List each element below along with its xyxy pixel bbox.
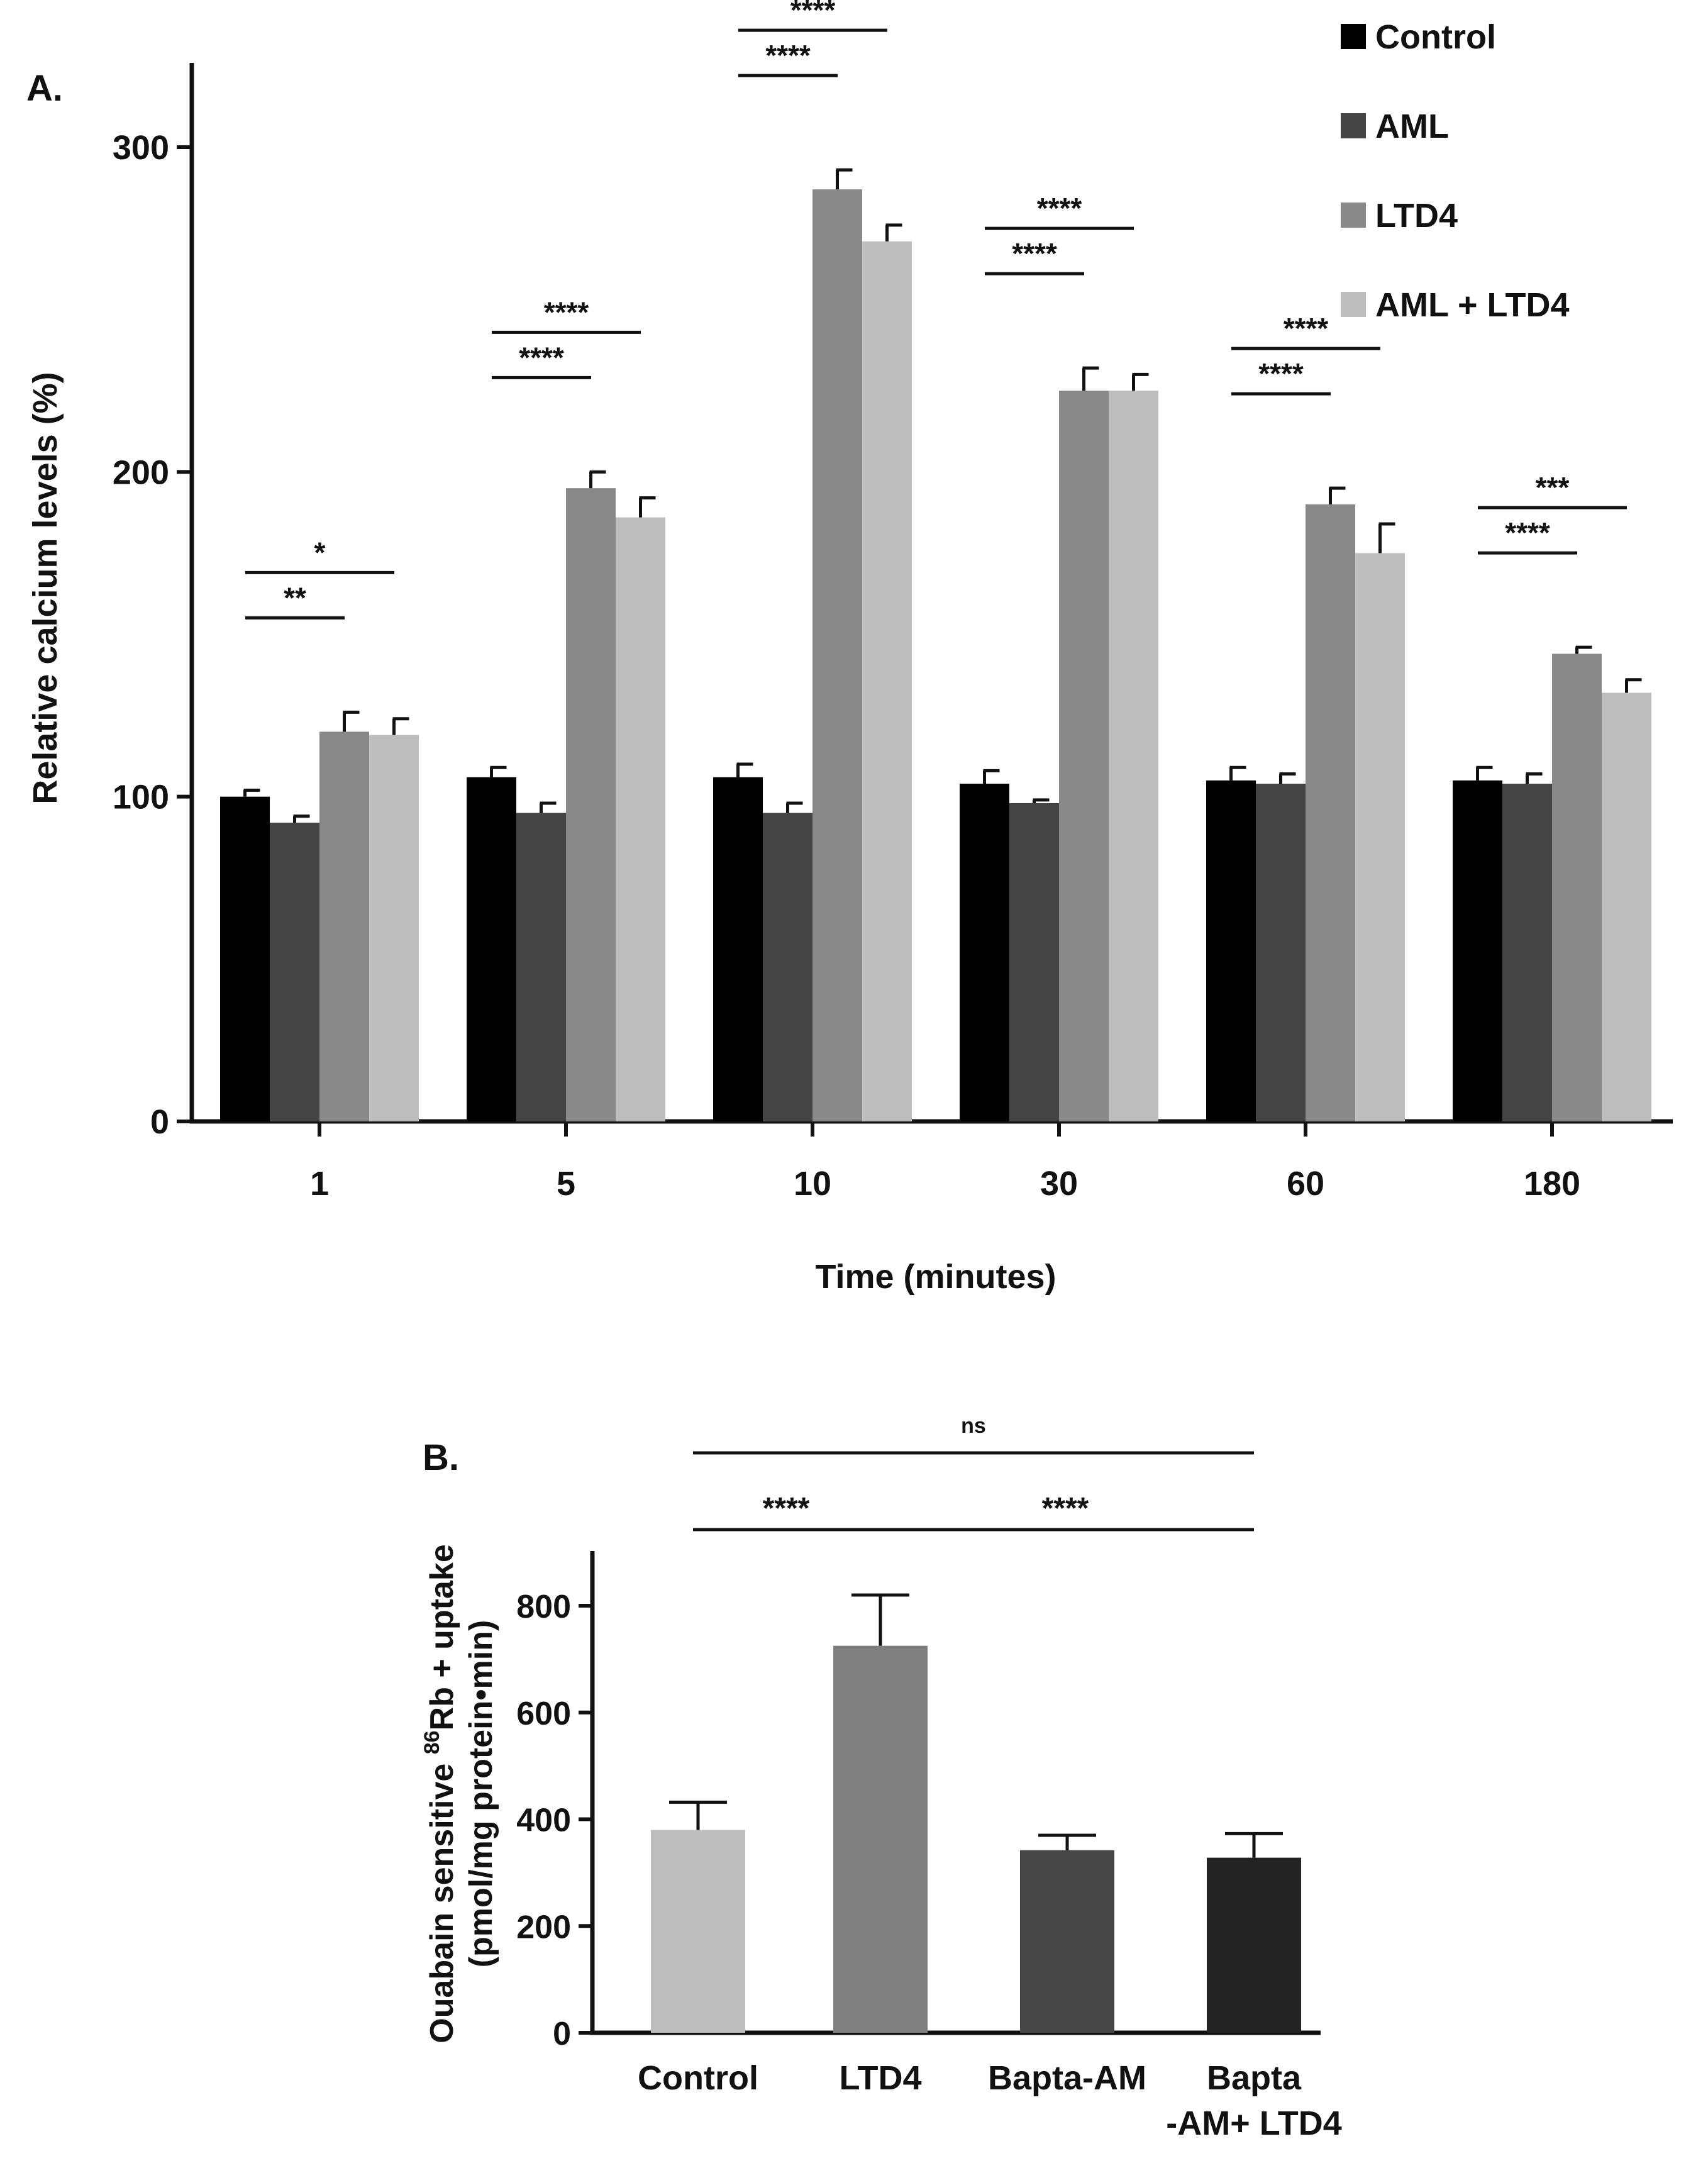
panel-b-x-tick-label: -AM+ LTD4 (1166, 2104, 1342, 2142)
panel-a-label: A. (26, 68, 63, 109)
panel-a-y-tick-label: 0 (150, 1103, 169, 1141)
panel-a-significance-label: **** (1505, 516, 1550, 549)
panel-b-significance-label: **** (763, 1492, 810, 1525)
panel-a-bar (1602, 692, 1651, 1121)
panel-b-y-tick-label: 400 (516, 1803, 571, 1839)
panel-a-x-tick-label: 60 (1287, 1165, 1324, 1203)
panel-b: B. 0 200 400 600 800 Control LTD4 Bapta-AM Bapt… (420, 1414, 1342, 2142)
panel-a-bar (1453, 780, 1502, 1121)
panel-a-x-tick-label: 5 (557, 1165, 575, 1203)
panel-b-y-tick-label: 600 (516, 1696, 571, 1732)
panel-b-x-tick-label: Bapta (1207, 2059, 1302, 2097)
panel-b-bar (1020, 1850, 1114, 2033)
panel-a-bar (1009, 803, 1059, 1121)
panel-b-y-axis: 0 200 400 600 800 (516, 1551, 595, 2052)
panel-a-bar (1552, 653, 1602, 1121)
panel-a-significance-label: **** (1037, 192, 1082, 225)
panel-b-y-title-pre: Ouabain sensitive (424, 1754, 460, 2043)
panel-a-legend-swatch (1341, 24, 1366, 49)
panel-b-y-axis-title-line1: Ouabain sensitive 86Rb + uptake (420, 1544, 460, 2043)
panel-b-bar (833, 1645, 928, 2033)
panel-b-x-tick-label: LTD4 (840, 2059, 922, 2097)
panel-a-significance: ****************************************… (245, 0, 1627, 620)
panel-a-legend-label: LTD4 (1375, 197, 1458, 235)
panel-a-y-tick-label: 200 (113, 453, 169, 491)
panel-a-y-axis: 0 100 200 300 (113, 63, 194, 1141)
panel-b-y-tick-label: 200 (516, 1909, 571, 1945)
panel-b-x-tick-label: Control (638, 2059, 758, 2097)
panel-b-significance-label: **** (1042, 1492, 1089, 1525)
panel-b-x-tick-label: Bapta-AM (988, 2059, 1146, 2097)
panel-b-y-tick-label: 800 (516, 1589, 571, 1625)
panel-a-legend: Control AML LTD4 AML + LTD4 (1341, 18, 1570, 324)
panel-a-bar (763, 813, 812, 1121)
panel-b-label: B. (423, 1437, 459, 1478)
panel-a-legend-swatch (1341, 203, 1366, 228)
panel-b-y-tick-label: 0 (553, 2016, 571, 2052)
panel-a-significance-label: **** (519, 341, 564, 374)
panel-a-legend-label: Control (1375, 18, 1496, 56)
panel-a-legend-label: AML (1375, 108, 1449, 145)
panel-a-bar (616, 517, 665, 1121)
panel-a-y-axis-title: Relative calcium levels (%) (26, 372, 64, 804)
panel-a-x-axis: 1 5 10 30 60 180 (190, 1119, 1673, 1203)
panel-a-significance-label: * (314, 536, 326, 569)
panel-a-x-tick-label: 1 (310, 1165, 329, 1203)
panel-a-bar (1256, 784, 1306, 1121)
panel-b-bar (651, 1830, 745, 2033)
panel-a-significance-label: *** (1536, 471, 1570, 504)
panel-b-x-axis: Control LTD4 Bapta-AM Bapta -AM+ LTD4 (591, 2030, 1342, 2142)
panel-a-x-tick-label: 30 (1040, 1165, 1078, 1203)
panel-a-y-tick-label: 100 (113, 779, 169, 816)
panel-b-y-axis-title: Ouabain sensitive 86Rb + uptake (pmol/mg… (420, 1544, 499, 2043)
panel-a-significance-label: **** (1012, 237, 1057, 270)
panel-a-bar (220, 796, 270, 1121)
panel-a-legend-label: AML + LTD4 (1375, 286, 1570, 324)
panel-a-bar (1502, 784, 1552, 1121)
panel-a-x-tick-label: 180 (1524, 1165, 1580, 1203)
panel-a-bar (1059, 391, 1109, 1121)
panel-a-bar (960, 784, 1009, 1121)
panel-a-bar (812, 189, 862, 1122)
panel-a-significance-label: **** (544, 296, 589, 328)
panel-a-significance-label: ** (284, 581, 306, 614)
panel-a-significance-label: **** (1284, 312, 1329, 345)
panel-a-bar (270, 822, 319, 1121)
panel-a-bar (1355, 553, 1405, 1121)
panel-a-bar (1306, 504, 1355, 1121)
panel-a-bar (1109, 391, 1158, 1121)
panel-a-bar (369, 735, 419, 1121)
panel-a-bar (467, 777, 516, 1121)
panel-a-bar (516, 813, 566, 1121)
panel-a-significance-label: **** (765, 39, 811, 72)
panel-a-bar (713, 777, 763, 1121)
panel-b-significance: **** **** ns (693, 1414, 1254, 1531)
panel-a-x-axis-title: Time (minutes) (815, 1258, 1056, 1296)
panel-a-y-tick-label: 300 (113, 129, 169, 167)
panel-a-x-tick-label: 10 (794, 1165, 831, 1203)
panel-b-bars (651, 1593, 1301, 2033)
panel-a-legend-swatch (1341, 292, 1366, 317)
panel-a-legend-swatch (1341, 113, 1366, 138)
panel-a-significance-label: **** (790, 0, 836, 26)
panel-a-bar (319, 731, 369, 1121)
panel-b-y-axis-title-line2: (pmol/mg protein•min) (463, 1620, 499, 1968)
panel-a-bars (220, 168, 1651, 1122)
panel-b-y-title-post: Rb + uptake (424, 1544, 460, 1730)
panel-a-bar (566, 488, 616, 1121)
panel-a-bar (1206, 780, 1256, 1121)
panel-b-significance-label: ns (961, 1414, 986, 1438)
panel-a-significance-label: **** (1258, 357, 1304, 390)
panel-b-bar (1207, 1857, 1301, 2033)
panel-a-bar (862, 241, 912, 1121)
panel-b-y-title-sup: 86 (420, 1730, 444, 1754)
